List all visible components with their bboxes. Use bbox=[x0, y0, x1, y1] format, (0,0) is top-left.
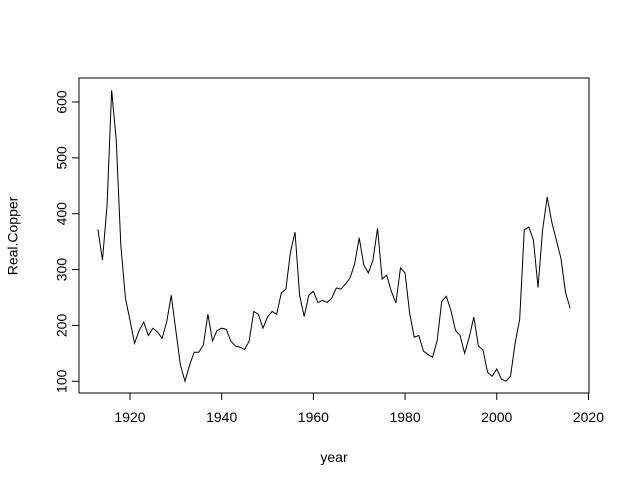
x-tick-label: 1920 bbox=[114, 409, 145, 425]
data-line bbox=[97, 90, 571, 384]
x-axis-label: year bbox=[320, 449, 348, 465]
y-tick-label: 100 bbox=[54, 369, 70, 393]
x-tick-label: 1960 bbox=[298, 409, 329, 425]
y-tick-label: 500 bbox=[54, 146, 70, 170]
y-tick-label: 300 bbox=[54, 258, 70, 282]
x-tick-label: 1980 bbox=[389, 409, 420, 425]
y-axis-label: Real.Copper bbox=[5, 196, 21, 275]
x-tick-label: 2020 bbox=[573, 409, 604, 425]
x-tick-label: 1940 bbox=[206, 409, 237, 425]
x-tick-label: 2000 bbox=[481, 409, 512, 425]
y-tick-label: 400 bbox=[54, 202, 70, 226]
plot-box bbox=[78, 77, 590, 394]
y-tick-label: 600 bbox=[54, 90, 70, 114]
y-tick-label: 200 bbox=[54, 314, 70, 338]
